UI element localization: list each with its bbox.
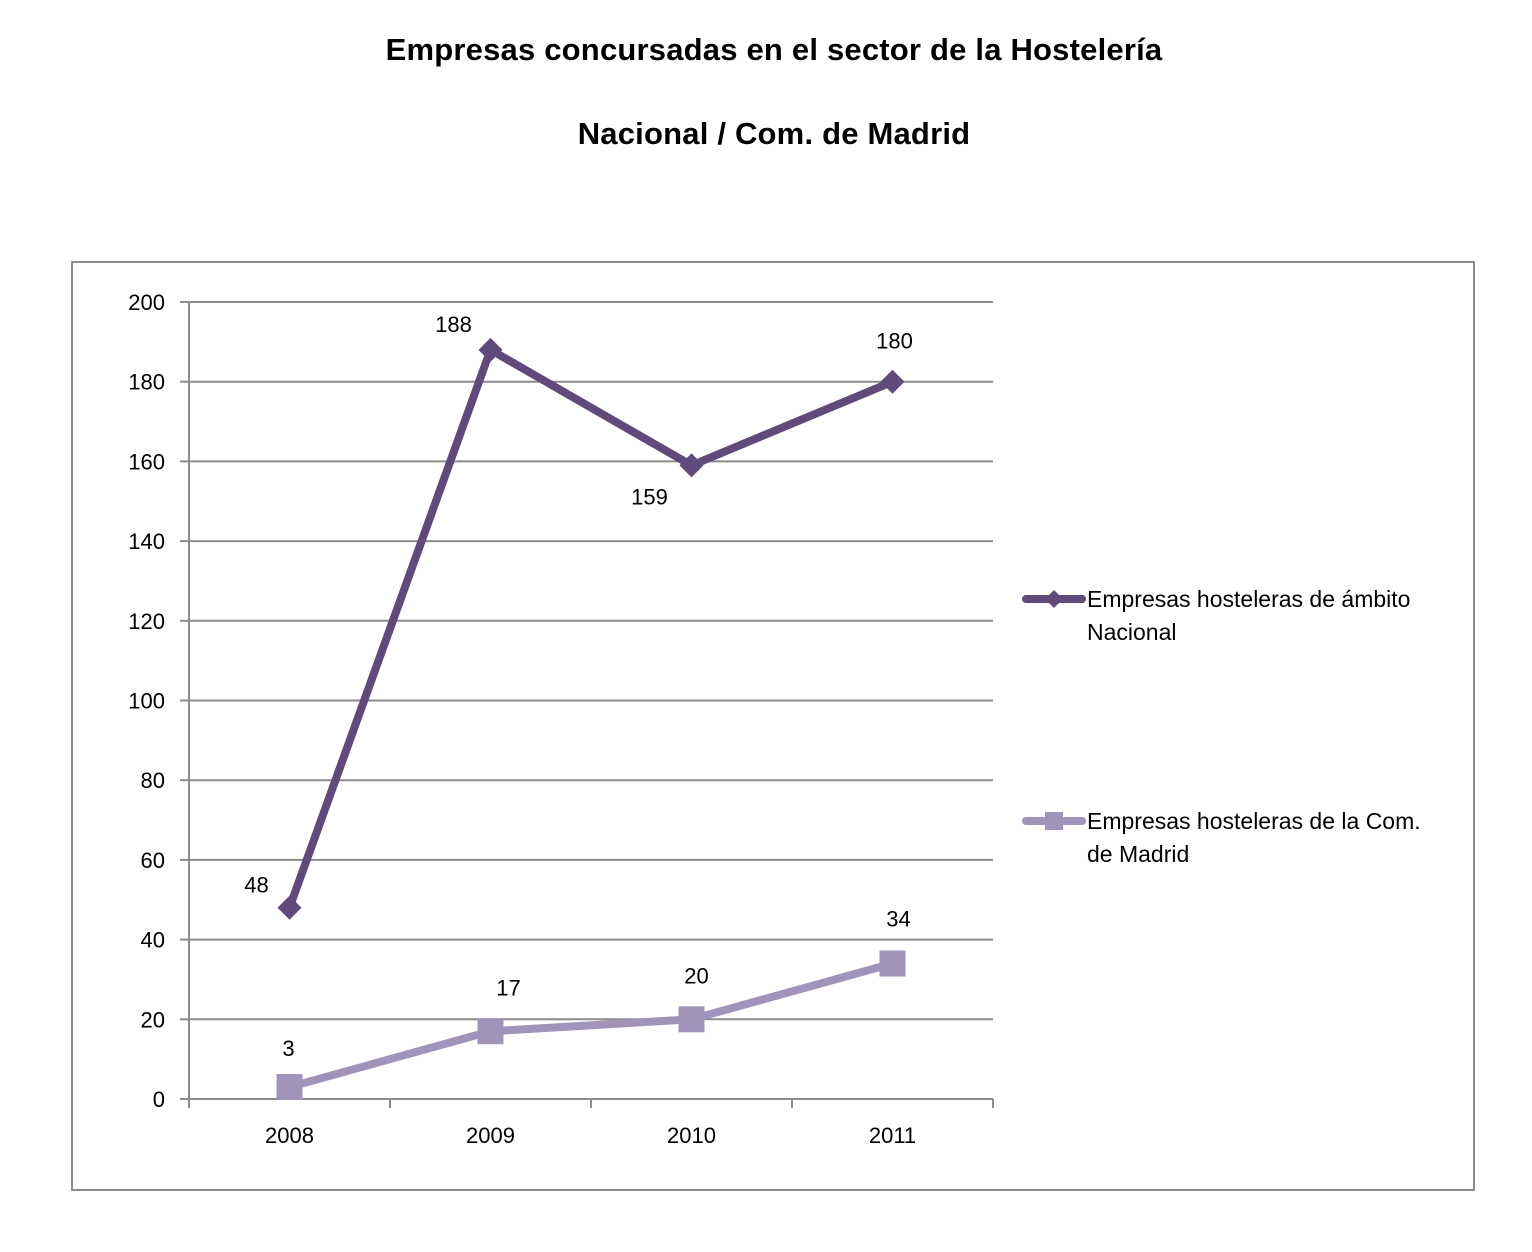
data-label: 3	[282, 1036, 294, 1061]
y-tick-label: 60	[141, 848, 165, 873]
data-point-marker	[478, 337, 503, 362]
legend-swatch-marker	[1045, 590, 1063, 608]
series-line	[285, 959, 897, 1092]
gridlines	[189, 301, 993, 1021]
series-lines	[276, 337, 906, 1101]
legend-label: Nacional	[1087, 619, 1177, 645]
y-tick-label: 80	[141, 768, 165, 793]
data-label: 20	[684, 963, 708, 988]
y-tick-label: 120	[128, 609, 165, 634]
x-tick-label: 2010	[667, 1123, 716, 1148]
data-labels: 48 188 159 180 3 17 20 34	[244, 312, 913, 1061]
y-tick-label: 20	[141, 1007, 165, 1032]
data-point-marker	[276, 1074, 303, 1101]
legend-swatch-marker	[1045, 812, 1063, 830]
y-tick-label: 180	[128, 370, 165, 395]
data-point-marker	[678, 1006, 705, 1033]
y-tick-label: 200	[128, 290, 165, 315]
data-point-marker	[880, 369, 905, 394]
x-tick-label: 2009	[466, 1123, 515, 1148]
data-label: 188	[435, 312, 472, 337]
y-tick-label: 100	[128, 689, 165, 714]
series-line	[285, 345, 897, 912]
data-label: 180	[876, 329, 913, 354]
axes: 0 20 40 60 80 100 120 140 160 180 200 2008 2009 2010 2…	[128, 290, 994, 1148]
legend-label: Empresas hosteleras de la Com.	[1087, 808, 1421, 834]
legend-label: Empresas hosteleras de ámbito	[1087, 586, 1410, 612]
y-tick-label: 160	[128, 449, 165, 474]
y-tick-label: 140	[128, 529, 165, 554]
data-label: 159	[631, 484, 668, 509]
data-point-marker	[879, 950, 906, 977]
data-label: 48	[244, 873, 268, 898]
chart-subtitle: Nacional / Com. de Madrid	[577, 116, 971, 151]
legend-label: de Madrid	[1087, 841, 1189, 867]
chart-title: Empresas concursadas en el sector de la …	[385, 32, 1163, 67]
data-point-marker	[277, 895, 302, 920]
data-point-marker	[477, 1018, 504, 1045]
x-tick-label: 2011	[869, 1123, 916, 1148]
chart-frame	[71, 261, 1475, 1191]
legend: Empresas hosteleras de ámbito Nacional Emp…	[1022, 586, 1421, 867]
y-tick-label: 40	[141, 928, 165, 953]
y-tick-label: 0	[153, 1087, 165, 1112]
data-label: 17	[496, 975, 520, 1000]
data-label: 34	[886, 907, 910, 932]
x-tick-label: 2008	[265, 1123, 314, 1148]
data-point-marker	[679, 453, 704, 478]
